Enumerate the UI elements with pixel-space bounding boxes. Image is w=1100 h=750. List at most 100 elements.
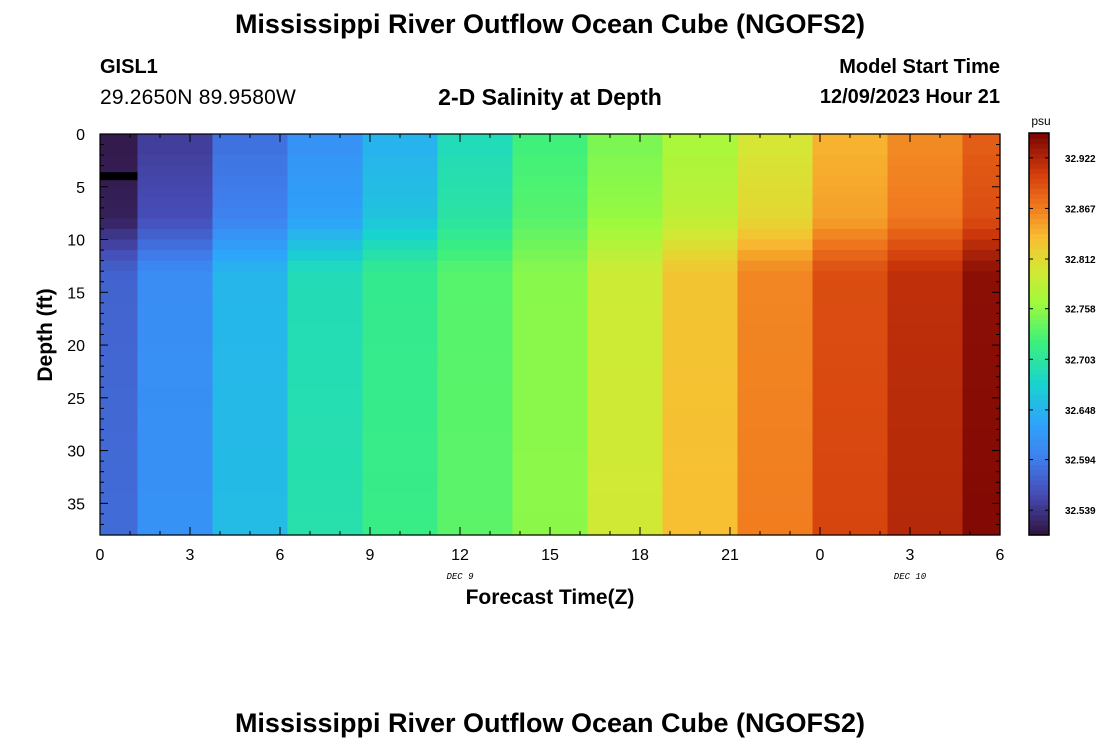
heatmap-cell: [137, 492, 214, 515]
heatmap-cell: [212, 387, 289, 409]
y-tick-label: 20: [67, 338, 85, 355]
heatmap-cell: [512, 513, 589, 536]
heatmap-cell: [812, 218, 889, 230]
heatmap-cell: [362, 134, 439, 156]
heatmap-cell: [100, 366, 139, 388]
heatmap-cell: [512, 387, 589, 409]
heatmap-cell: [362, 260, 439, 272]
heatmap-cell: [962, 134, 1001, 156]
heatmap-cell: [437, 271, 514, 283]
heatmap-cell: [287, 408, 364, 431]
colorbar-segment: [1029, 263, 1049, 270]
heatmap-cell: [737, 323, 814, 346]
heatmap-cell: [812, 260, 889, 272]
heatmap-cell: [212, 250, 289, 262]
heatmap-cell: [212, 155, 289, 167]
heatmap-cell: [662, 450, 739, 473]
heatmap-cell: [512, 186, 589, 198]
heatmap-cell: [887, 429, 964, 452]
heatmap-cell: [137, 302, 214, 325]
heatmap-cell: [437, 228, 514, 241]
x-axis-ticks: 0 3 6 9 12 15 18 21 0 3 6 DEC 9 DEC 10: [96, 134, 1005, 582]
heatmap-cell: [812, 228, 889, 241]
heatmap-cell: [962, 271, 1001, 283]
heatmap-cell: [962, 429, 1001, 452]
colorbar-segment: [1029, 519, 1049, 526]
heatmap-cell: [962, 281, 1001, 304]
model-start-value: 12/09/2023 Hour 21: [819, 86, 1000, 108]
colorbar-tick-label: 32.648: [1065, 406, 1096, 417]
heatmap-cell: [287, 281, 364, 304]
heatmap-cell: [287, 250, 364, 262]
heatmap-cell: [962, 239, 1001, 251]
heatmap-cell: [212, 366, 289, 388]
heatmap-cell: [100, 207, 139, 220]
heatmap-cell: [737, 155, 814, 167]
heatmap-cell: [287, 429, 364, 452]
colorbar-segment: [1029, 419, 1049, 426]
colorbar-segment: [1029, 509, 1049, 516]
heatmap-cell: [812, 250, 889, 262]
heatmap-cell: [287, 260, 364, 272]
heatmap-cell: [362, 228, 439, 241]
colorbar-segment: [1029, 303, 1049, 310]
heatmap-cell: [212, 323, 289, 346]
heatmap-cell: [437, 186, 514, 198]
heatmap-cell: [100, 155, 139, 167]
heatmap-cell: [137, 197, 214, 209]
heatmap-cell: [137, 260, 214, 272]
heatmap-cell: [812, 450, 889, 473]
heatmap-cell: [212, 134, 289, 156]
heatmap-cell: [887, 239, 964, 251]
colorbar-segment: [1029, 514, 1049, 521]
heatmap-cell: [137, 207, 214, 220]
heatmap-cell: [212, 165, 289, 177]
depth-marker-layer: [100, 172, 138, 181]
heatmap-cell: [587, 260, 664, 272]
colorbar-segment: [1029, 529, 1049, 536]
heatmap-cell: [812, 271, 889, 283]
colorbar-segment: [1029, 188, 1049, 194]
heatmap-cell: [100, 250, 139, 262]
colorbar-segment: [1029, 183, 1049, 189]
heatmap-cell: [812, 165, 889, 177]
repeated-chart-title: Mississippi River Outflow Ocean Cube (NG…: [234, 708, 866, 738]
heatmap-cell: [587, 387, 664, 409]
heatmap-cell: [212, 239, 289, 251]
heatmap-cell: [887, 513, 964, 536]
heatmap-cell: [737, 408, 814, 431]
colorbar-tick-label: 32.812: [1065, 255, 1096, 266]
date-label: DEC 10: [894, 572, 927, 582]
colorbar-segment: [1029, 354, 1049, 360]
colorbar-segment: [1029, 429, 1049, 436]
heatmap-cell: [100, 134, 139, 156]
colorbar-segment: [1029, 193, 1049, 199]
heatmap-cell: [100, 239, 139, 251]
heatmap-cell: [137, 165, 214, 177]
colorbar-segment: [1029, 153, 1049, 159]
y-tick-label: 35: [67, 496, 85, 513]
colorbar-segment: [1029, 449, 1049, 456]
colorbar-segment: [1029, 258, 1049, 265]
heatmap-cell: [812, 387, 889, 409]
y-tick-label: 25: [67, 391, 85, 408]
heatmap-cell: [512, 134, 589, 156]
heatmap-cell: [100, 271, 139, 283]
heatmap-cell: [737, 239, 814, 251]
heatmap-cell: [812, 429, 889, 452]
colorbar-segment: [1029, 334, 1049, 340]
colorbar-segment: [1029, 409, 1049, 415]
colorbar-tick-label: 32.867: [1065, 204, 1096, 215]
heatmap-cell: [887, 218, 964, 230]
heatmap-cell: [512, 218, 589, 230]
heatmap-cell: [962, 513, 1001, 536]
plot-subtitle: 2-D Salinity at Depth: [438, 84, 662, 110]
colorbar-segment: [1029, 404, 1049, 410]
heatmap-cell: [287, 302, 364, 325]
x-tick-label: 6: [276, 547, 285, 564]
heatmap-cell: [737, 197, 814, 209]
heatmap-cell: [287, 513, 364, 536]
heatmap-cell: [512, 408, 589, 431]
heatmap-cell: [512, 239, 589, 251]
